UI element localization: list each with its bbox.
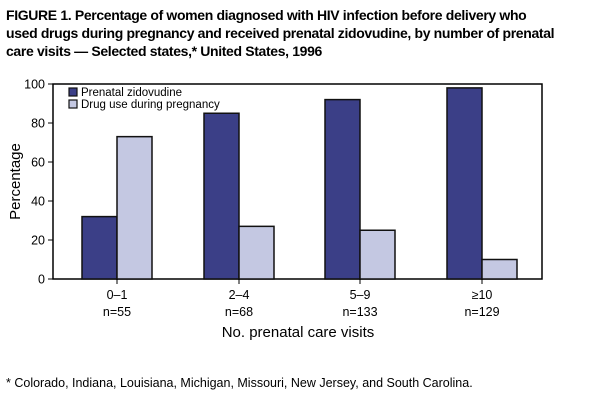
x-count-label: n=55 xyxy=(103,305,131,319)
bar-drug-use xyxy=(481,258,518,280)
y-tick-label: 20 xyxy=(31,234,45,248)
bar-drug-use xyxy=(359,229,396,280)
x-tick-label: ≥10 xyxy=(472,288,493,302)
bar-drug-use xyxy=(116,135,153,280)
y-tick-label: 80 xyxy=(31,117,45,131)
x-axis-label: No. prenatal care visits xyxy=(222,324,375,341)
bar-chart: 0 20 40 60 80 100 0–1 n=55 2–4 n=68 5–9 n=133 ≥10 n=1… xyxy=(7,78,543,341)
legend-swatch xyxy=(68,87,78,97)
legend-swatch xyxy=(68,99,78,109)
bar-zidovudine xyxy=(203,112,240,280)
legend-label: Drug use during pregnancy xyxy=(81,99,220,111)
legend-label: Prenatal zidovudine xyxy=(81,87,182,99)
x-tick-label: 2–4 xyxy=(229,288,250,302)
y-axis-label: Percentage xyxy=(7,143,24,220)
y-tick-label: 0 xyxy=(38,273,45,287)
x-count-label: n=133 xyxy=(342,305,377,319)
footnote: * Colorado, Indiana, Louisiana, Michigan… xyxy=(6,376,473,390)
x-tick-label: 0–1 xyxy=(107,288,128,302)
bar-zidovudine xyxy=(324,98,361,280)
y-tick-label: 60 xyxy=(31,156,45,170)
plot-frame xyxy=(52,83,543,280)
y-tick-label: 100 xyxy=(24,78,45,92)
title-line-2: used drugs during pregnancy and received… xyxy=(6,25,555,41)
x-count-label: n=129 xyxy=(464,305,499,319)
bar-drug-use xyxy=(238,225,275,280)
bar-zidovudine xyxy=(81,215,118,280)
x-count-label: n=68 xyxy=(225,305,253,319)
y-tick-label: 40 xyxy=(31,195,45,209)
title-line-3: care visits — Selected states,* United S… xyxy=(6,43,322,59)
chart-title: FIGURE 1. Percentage of women diagnosed … xyxy=(6,6,601,60)
bar-zidovudine xyxy=(446,87,483,280)
x-tick-label: 5–9 xyxy=(350,288,371,302)
title-line-1: FIGURE 1. Percentage of women diagnosed … xyxy=(6,7,527,23)
